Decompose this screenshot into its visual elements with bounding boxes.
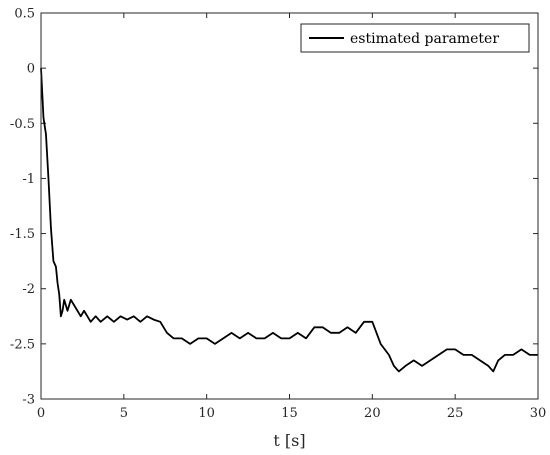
x-tick-label: 25 bbox=[447, 406, 464, 421]
x-axis-label: t [s] bbox=[273, 431, 305, 450]
y-tick-label: -3 bbox=[22, 393, 35, 408]
x-tick-label: 10 bbox=[198, 406, 215, 421]
y-tick-label: -0.5 bbox=[10, 117, 35, 132]
series-line-estimated-parameter bbox=[40, 68, 538, 373]
y-tick-label: -2.5 bbox=[10, 337, 35, 352]
plot-frame bbox=[40, 12, 539, 400]
series-layer bbox=[40, 68, 538, 373]
legend-label: estimated parameter bbox=[350, 31, 499, 47]
x-tick-label: 0 bbox=[37, 406, 45, 421]
y-tick-label: 0.5 bbox=[14, 7, 35, 22]
x-tick-label: 20 bbox=[364, 406, 381, 421]
legend: estimated parameter bbox=[300, 23, 530, 53]
x-tick-label: 5 bbox=[120, 406, 128, 421]
y-tick-label: -2 bbox=[22, 282, 35, 297]
y-tick-label: -1 bbox=[22, 172, 35, 187]
y-tick-label: -1.5 bbox=[10, 227, 35, 242]
x-tick-label: 15 bbox=[281, 406, 298, 421]
tick-labels-layer: 0 5 10 15 20 25 30 0.5 0 -0.5 -1 -1.5 -2 -2.5 -3 bbox=[10, 7, 546, 422]
plot-area bbox=[41, 13, 538, 399]
y-tick-label: 0 bbox=[27, 62, 35, 77]
x-tick-label: 30 bbox=[530, 406, 547, 421]
